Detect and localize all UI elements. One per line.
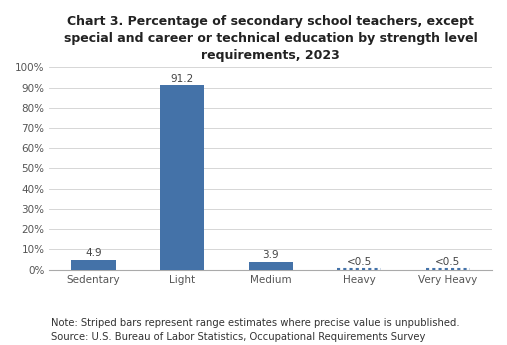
Bar — [71, 260, 116, 269]
Text: Note: Striped bars represent range estimates where precise value is unpublished.: Note: Striped bars represent range estim… — [51, 317, 459, 342]
Title: Chart 3. Percentage of secondary school teachers, except
special and career or t: Chart 3. Percentage of secondary school … — [64, 15, 478, 62]
Bar — [248, 262, 293, 269]
Bar — [160, 85, 204, 269]
Text: <0.5: <0.5 — [435, 257, 460, 267]
Text: 3.9: 3.9 — [262, 250, 279, 260]
Text: <0.5: <0.5 — [347, 257, 372, 267]
Text: 4.9: 4.9 — [85, 248, 102, 258]
Text: 91.2: 91.2 — [170, 73, 194, 83]
